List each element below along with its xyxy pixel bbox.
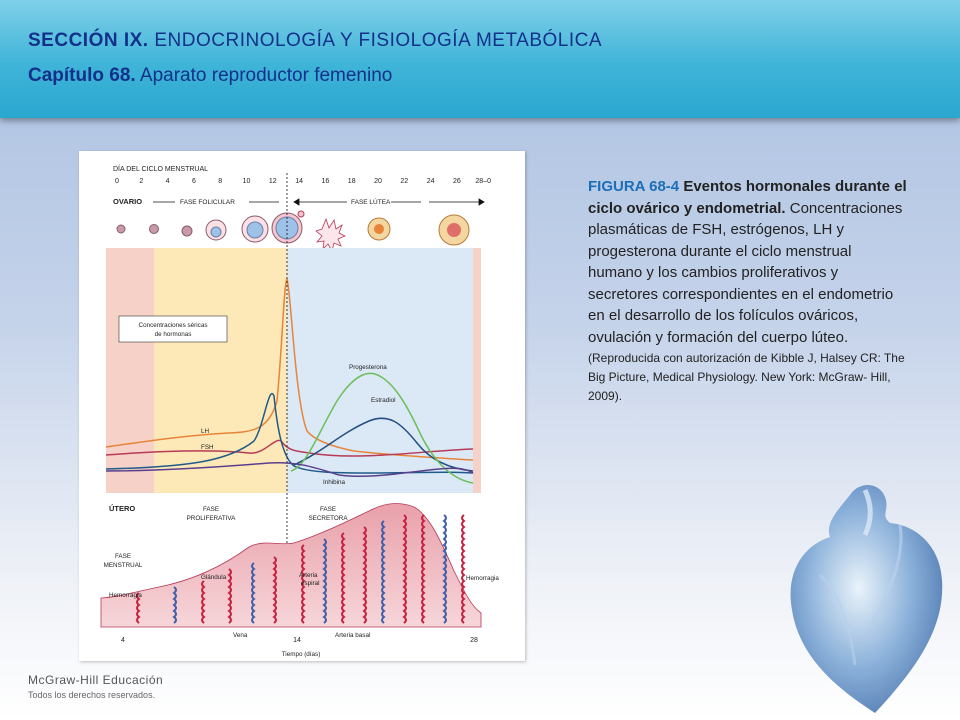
- vessel: [421, 514, 426, 624]
- serum-box-line1: Concentraciones séricas: [139, 322, 208, 329]
- fsh-label: FSH: [201, 444, 214, 451]
- day-tick-6: 12: [269, 178, 277, 185]
- cycle-diagram: DÍA DEL CICLO MENSTRUAL 0 2 4 6 8 10 12 14 16 18 2…: [100, 164, 499, 658]
- follicular-phase-label: FASE FOLICULAR: [180, 199, 235, 206]
- follicle-sequence: [116, 210, 470, 253]
- gland-label: Glándula: [201, 574, 227, 581]
- vessel: [341, 532, 346, 624]
- day-tick-5: 10: [243, 178, 251, 185]
- figure-id: FIGURA 68-4: [588, 178, 680, 195]
- phase-arrows: [153, 198, 485, 206]
- figure-description: Concentraciones plasmáticas de FSH, estr…: [588, 199, 903, 346]
- lh-pulse-curve: [105, 392, 474, 474]
- inhibin-label: Inhibina: [323, 479, 346, 486]
- vessel: [272, 556, 277, 624]
- rights-notice: Todos los derechos reservados.: [28, 690, 156, 700]
- vessel: [402, 514, 407, 624]
- bottom-tick-4: 4: [121, 637, 125, 644]
- section-name: ENDOCRINOLOGÍA Y FISIOLOGÍA METABÓLICA: [154, 30, 603, 51]
- vessel: [301, 544, 306, 624]
- day-tick-10: 20: [374, 178, 382, 185]
- serum-concentration-box: [118, 315, 228, 343]
- estradiol-label: Estradiol: [371, 397, 396, 404]
- inhibin-curve: [105, 461, 474, 478]
- chapter-title: Capítulo 68. Aparato reproductor femenin…: [28, 65, 392, 87]
- endometrium-illustration: [100, 503, 482, 628]
- heart-logo-icon: [790, 485, 943, 713]
- figure-caption: FIGURA 68-4 Eventos hormonales durante e…: [588, 176, 908, 406]
- vessel: [201, 580, 206, 624]
- chapter-label: Capítulo 68.: [28, 65, 136, 86]
- secretory-line2: SECRETORA: [308, 515, 348, 522]
- lh-curve: [105, 277, 474, 461]
- proliferative-line2: PROLIFERATIVA: [187, 515, 237, 522]
- day-tick-4: 8: [218, 178, 222, 185]
- chapter-name: Aparato reproductor femenino: [139, 65, 393, 86]
- section-title: SECCIÓN IX. ENDOCRINOLOGÍA Y FISIOLOGÍA …: [28, 30, 602, 52]
- vessel: [381, 520, 386, 624]
- figure-title: Eventos hormonales durante el ciclo ovár…: [588, 178, 907, 217]
- day-tick-labels: 0 2 4 6 8 10 12 14 16 18 20 22 24 26 28–0: [115, 178, 491, 185]
- vessel: [442, 514, 447, 624]
- figure-reference: (Reproducida con autorización de Kibble …: [588, 351, 905, 403]
- day-tick-12: 24: [427, 178, 435, 185]
- day-tick-3: 6: [192, 178, 196, 185]
- vessel: [172, 586, 177, 624]
- figure-panel: DÍA DEL CICLO MENSTRUAL 0 2 4 6 8 10 12 14 16 18 2…: [79, 151, 525, 661]
- luteal-phase-label: FASE LÚTEA: [351, 197, 391, 206]
- spiral-artery-line1: Arteria: [299, 572, 318, 579]
- day-tick-0: 0: [115, 178, 119, 185]
- day-tick-11: 22: [400, 178, 408, 185]
- hormone-curves: [105, 277, 474, 484]
- publisher-brand: McGraw-Hill Educación: [28, 673, 164, 687]
- vessel: [322, 538, 327, 624]
- vessel: [461, 514, 466, 624]
- basal-artery-label: Arteria basal: [335, 632, 370, 639]
- hemorrhage-left-label: Hemorragia: [109, 592, 142, 599]
- secretory-line1: FASE: [320, 506, 336, 513]
- section-label: SECCIÓN IX.: [28, 30, 149, 51]
- serum-box-line2: de hormonas: [155, 331, 192, 338]
- spiral-artery-line2: espiral: [301, 580, 320, 587]
- day-tick-13: 26: [453, 178, 461, 185]
- vein-label: Vena: [233, 632, 248, 639]
- vessel: [136, 592, 141, 624]
- menstrual-line2: MENSTRUAL: [104, 562, 143, 569]
- uterus-label: ÚTERO: [109, 504, 135, 513]
- slide-header: SECCIÓN IX. ENDOCRINOLOGÍA Y FISIOLOGÍA …: [0, 0, 960, 118]
- lh-label: LH: [201, 428, 210, 435]
- vessel: [251, 562, 256, 624]
- bottom-tick-14: 14: [293, 637, 301, 644]
- hormone-chart-background: [106, 248, 481, 493]
- day-tick-1: 2: [139, 178, 143, 185]
- cycle-day-label: DÍA DEL CICLO MENSTRUAL: [113, 164, 208, 173]
- day-tick-7: 14: [295, 178, 303, 185]
- vessel: [227, 568, 232, 624]
- menstrual-line1: FASE: [115, 553, 131, 560]
- day-tick-8: 16: [322, 178, 330, 185]
- progesterone-label: Progesterona: [349, 364, 387, 371]
- proliferative-line1: FASE: [203, 506, 219, 513]
- progesterone-curve: [290, 372, 474, 484]
- vessel: [362, 526, 367, 624]
- day-tick-2: 4: [166, 178, 170, 185]
- day-tick-14: 28–0: [475, 178, 491, 185]
- estradiol-curve: [293, 417, 474, 472]
- ovary-label: OVARIO: [113, 197, 142, 206]
- day-tick-9: 18: [348, 178, 356, 185]
- hemorrhage-right-label: Hemorragia: [466, 575, 499, 582]
- bottom-tick-28: 28: [470, 637, 478, 644]
- time-axis-label: Tiempo (días): [282, 651, 321, 658]
